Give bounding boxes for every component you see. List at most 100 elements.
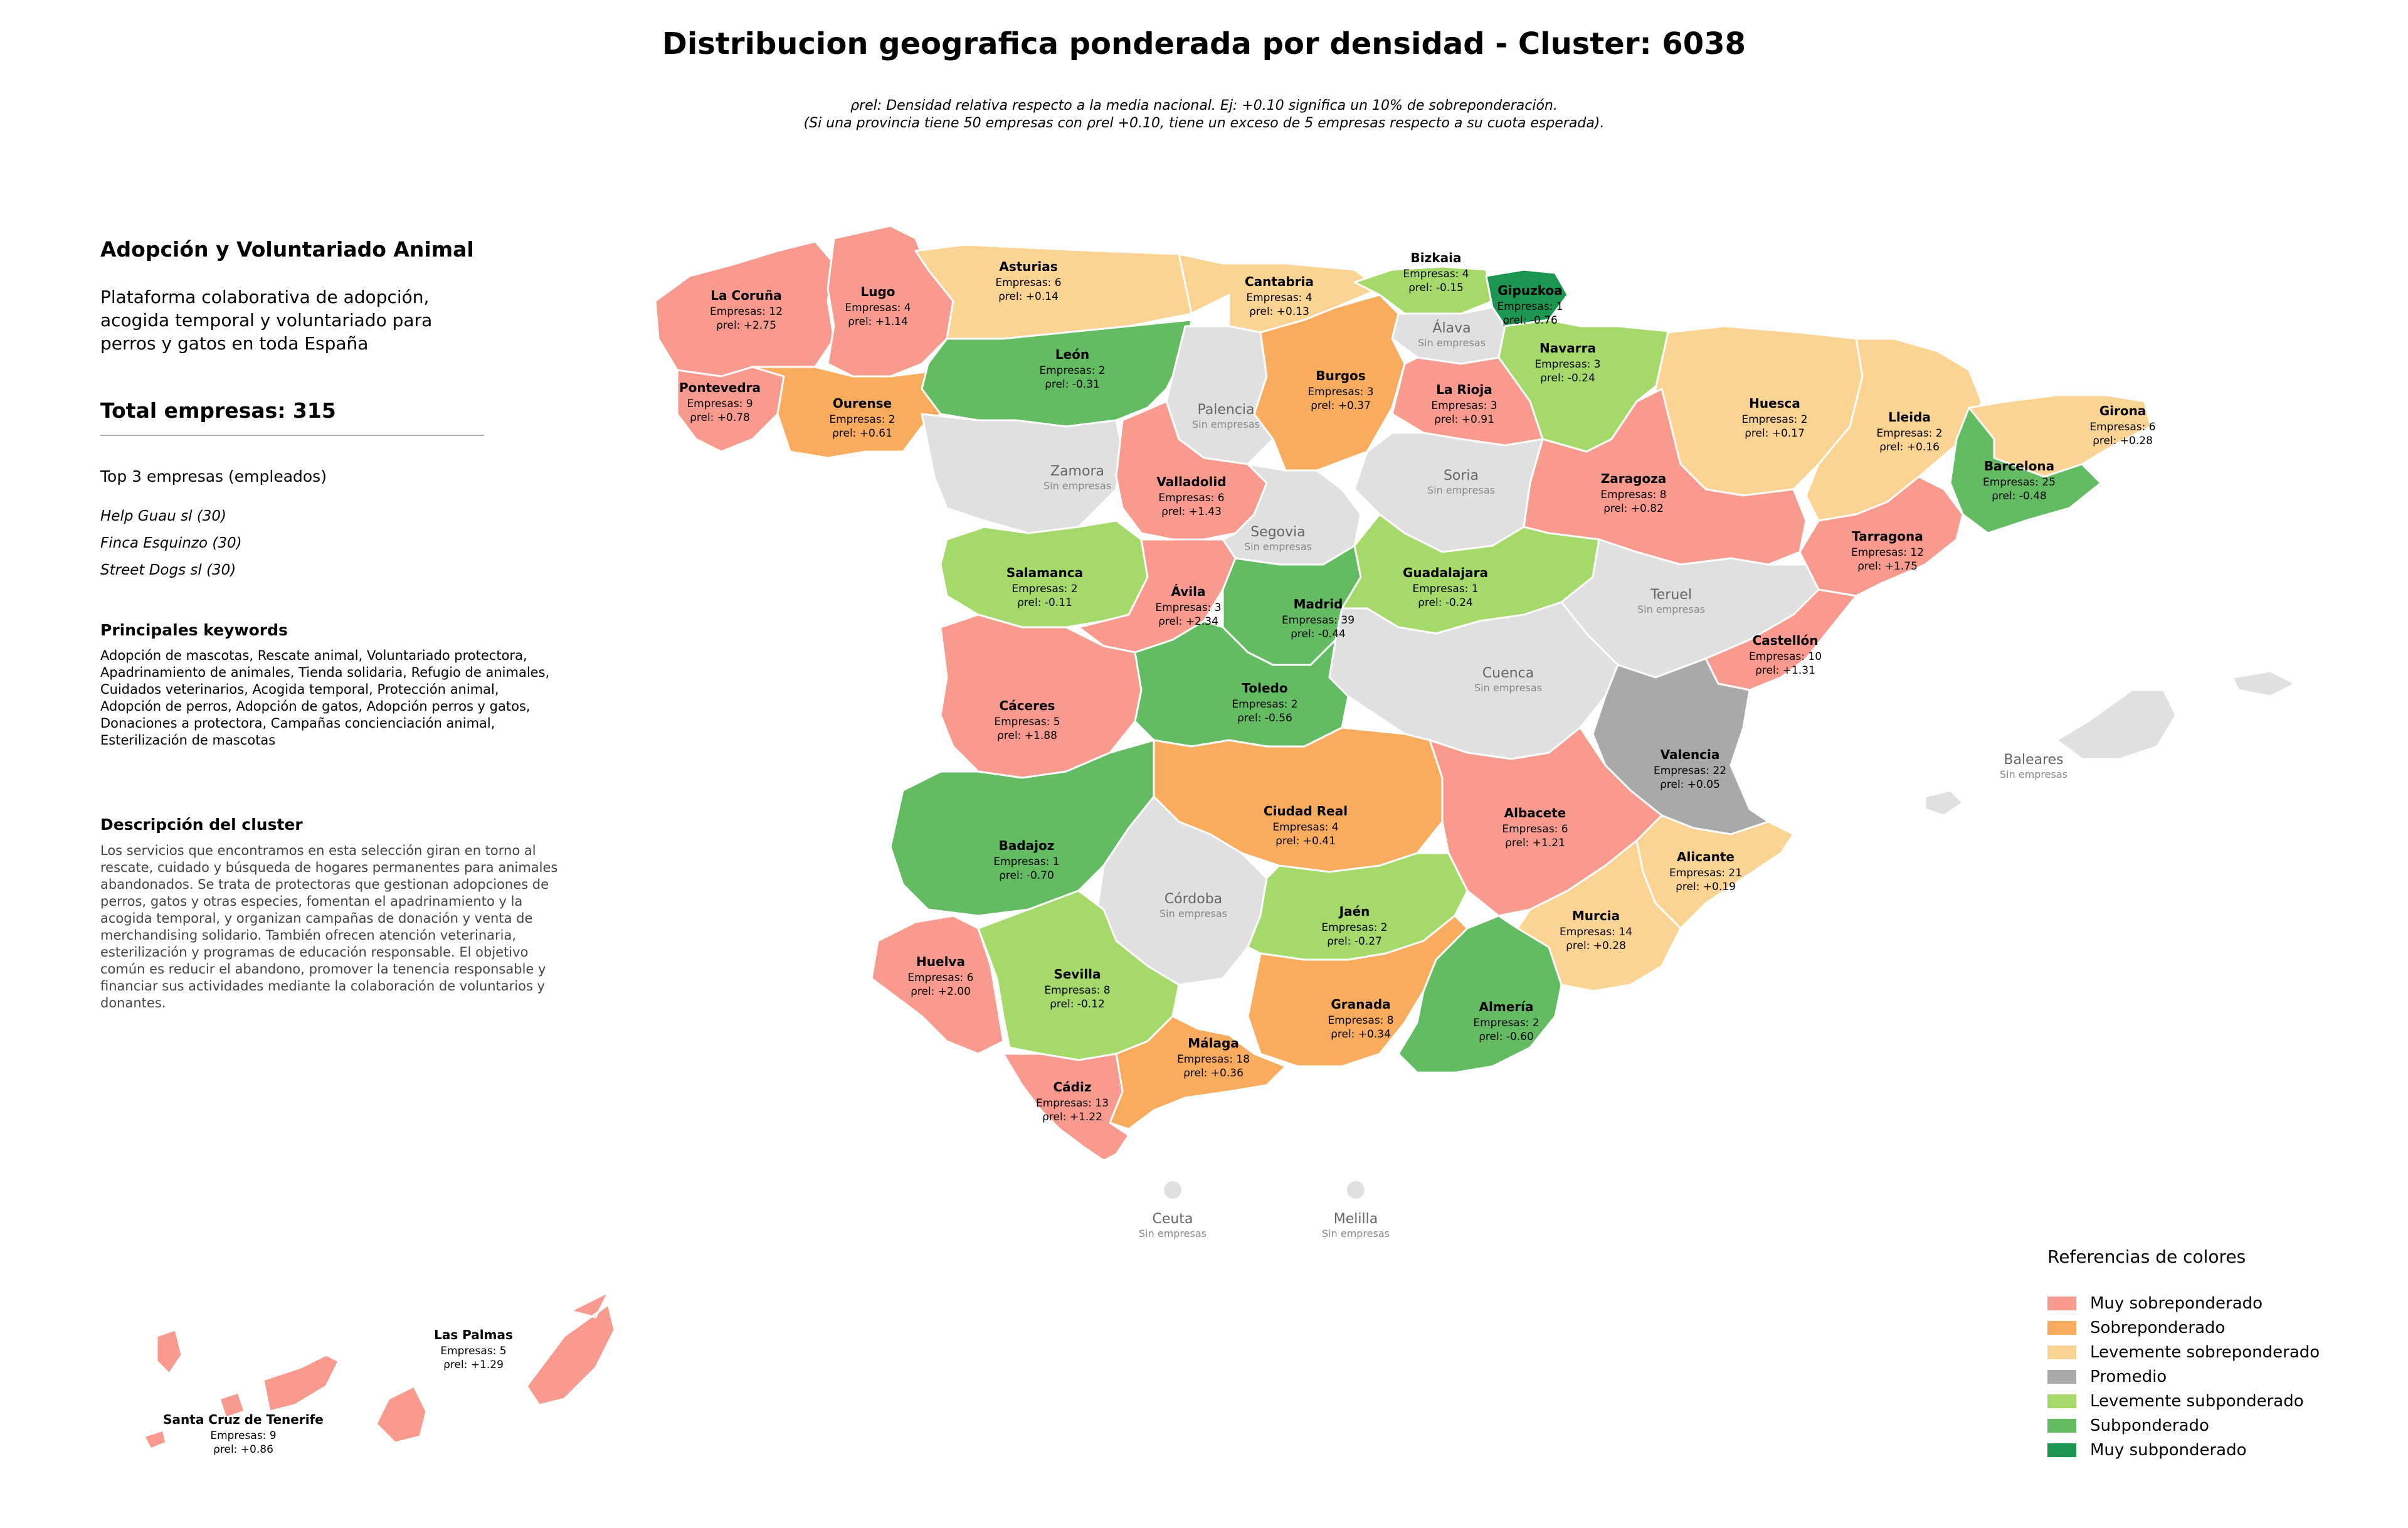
province-no-data-teruel: Sin empresas [1637,603,1705,615]
province-rho-huesca: ρrel: +0.17 [1745,427,1805,440]
province-burgos [1253,294,1406,472]
province-rho-ciudad-real: ρrel: +0.41 [1275,835,1336,847]
province-rho-cantabria: ρrel: +0.13 [1249,305,1309,318]
province-label-la-coruna: La Coruña [710,288,781,303]
province-label-lleida: Lleida [1888,410,1931,425]
province-count-zaragoza: Empresas: 8 [1600,489,1666,501]
legend-item: Levemente sobreponderado [2047,1343,2320,1362]
province-no-data-alava: Sin empresas [1418,337,1486,349]
province-label-cadiz: Cádiz [1054,1080,1092,1095]
province-rho-valladolid: ρrel: +1.43 [1161,506,1222,518]
legend-swatch [2047,1419,2076,1433]
legend-label: Muy sobreponderado [2090,1294,2263,1313]
province-label-gipuzkoa: Gipuzkoa [1497,283,1562,298]
province-count-albacete: Empresas: 6 [1502,823,1568,836]
province-label-zamora: Zamora [1050,464,1104,479]
legend-swatch [2047,1443,2076,1457]
legend-label: Sobreponderado [2090,1318,2226,1337]
province-rho-asturias: ρrel: +0.14 [998,290,1059,303]
province-label-girona: Girona [2099,403,2147,418]
province-barcelona [1949,406,2102,534]
province-count-alicante: Empresas: 21 [1669,867,1742,879]
province-count-murcia: Empresas: 14 [1560,926,1632,938]
province-huelva [870,915,1005,1055]
province-rho-zaragoza: ρrel: +0.82 [1603,502,1664,515]
province-count-granada: Empresas: 8 [1328,1014,1393,1027]
province-label-castellon: Castellón [1753,633,1819,648]
province-rho-leon: ρrel: -0.31 [1045,378,1100,391]
province-rho-huelva: ρrel: +2.00 [911,985,971,998]
province-count-badajoz: Empresas: 1 [993,856,1059,868]
province-leon [921,319,1193,428]
province-label-zaragoza: Zaragoza [1601,471,1667,486]
province-label-melilla: Melilla [1334,1211,1378,1227]
province-label-pontevedra: Pontevedra [679,380,761,395]
legend-label: Promedio [2090,1367,2167,1386]
province-malaga [1109,1015,1287,1130]
province-no-data-palencia: Sin empresas [1192,418,1260,430]
province-count-bizkaia: Empresas: 4 [1403,268,1469,280]
province-label-asturias: Asturias [999,259,1057,274]
province-melilla [1347,1181,1365,1199]
province-label-badajoz: Badajoz [999,838,1055,853]
province-no-data-soria: Sin empresas [1427,484,1495,496]
divider [100,435,484,436]
province-count-gipuzkoa: Empresas: 1 [1497,300,1563,313]
legend-item: Promedio [2047,1367,2167,1386]
top-companies-heading: Top 3 empresas (empleados) [100,467,327,485]
province-label-albacete: Albacete [1504,805,1566,820]
province-cuenca [1328,601,1619,760]
legend-item: Muy sobreponderado [2047,1294,2263,1313]
legend-label: Levemente sobreponderado [2090,1343,2320,1362]
total-companies: Total empresas: 315 [100,398,336,423]
top-company-item: Finca Esquinzo (30) [100,535,242,551]
province-rho-pontevedra: ρrel: +0.78 [690,411,750,424]
province-count-girona: Empresas: 6 [2089,421,2155,433]
province-label-madrid: Madrid [1294,597,1343,612]
province-count-caceres: Empresas: 5 [994,716,1060,728]
description-body: Los servicios que encontramos en esta se… [100,843,558,1011]
province-no-data-zamora: Sin empresas [1043,480,1111,492]
province-count-valencia: Empresas: 22 [1654,765,1726,777]
province-rho-barcelona: ρrel: -0.48 [1992,490,2047,502]
province-rho-alicante: ρrel: +0.19 [1676,881,1736,893]
cluster-title: Adopción y Voluntariado Animal [100,237,474,262]
province-label-valencia: Valencia [1661,747,1720,762]
province-count-avila: Empresas: 3 [1155,602,1221,614]
keywords-list: Adopción de mascotas, Rescate animal, Vo… [100,648,550,748]
province-label-segovia: Segovia [1250,524,1306,540]
province-rho-sevilla: ρrel: -0.12 [1050,998,1105,1011]
province-label-toledo: Toledo [1242,681,1287,696]
province-label-lugo: Lugo [860,284,895,299]
legend-title: Referencias de colores [2047,1246,2246,1267]
province-rho-toledo: ρrel: -0.56 [1237,712,1292,724]
province-label-caceres: Cáceres [1000,698,1055,713]
legend-swatch [2047,1321,2076,1335]
province-shapes [143,225,2296,1450]
top-company-item: Help Guau sl (30) [100,508,227,524]
legend-swatch [2047,1394,2076,1408]
province-rho-badajoz: ρrel: -0.70 [999,869,1054,882]
province-count-huesca: Empresas: 2 [1741,413,1807,426]
province-no-data-baleares: Sin empresas [2000,768,2067,780]
province-label-guadalajara: Guadalajara [1403,565,1488,580]
province-ourense [751,366,961,459]
province-rho-malaga: ρrel: +0.36 [1183,1067,1244,1080]
province-zamora [921,413,1124,534]
province-label-huesca: Huesca [1749,396,1800,411]
province-count-salamanca: Empresas: 2 [1011,583,1077,595]
province-label-teruel: Teruel [1650,587,1692,603]
province-count-santa-cruz-de-tenerife: Empresas: 9 [210,1430,276,1442]
province-label-soria: Soria [1444,468,1479,484]
subtitle-line-2: (Si una provincia tiene 50 empresas con … [803,115,1605,131]
subtitle-line-1: ρrel: Densidad relativa respecto a la me… [850,98,1558,114]
province-count-leon: Empresas: 2 [1039,364,1105,377]
description-heading: Descripción del cluster [100,815,303,834]
province-count-almeria: Empresas: 2 [1473,1017,1539,1029]
province-rho-las-palmas: ρrel: +1.29 [443,1359,504,1371]
legend-swatch [2047,1345,2076,1359]
province-count-la-rioja: Empresas: 3 [1431,400,1497,412]
province-rho-bizkaia: ρrel: -0.15 [1408,282,1464,294]
province-ceuta [1164,1181,1181,1199]
